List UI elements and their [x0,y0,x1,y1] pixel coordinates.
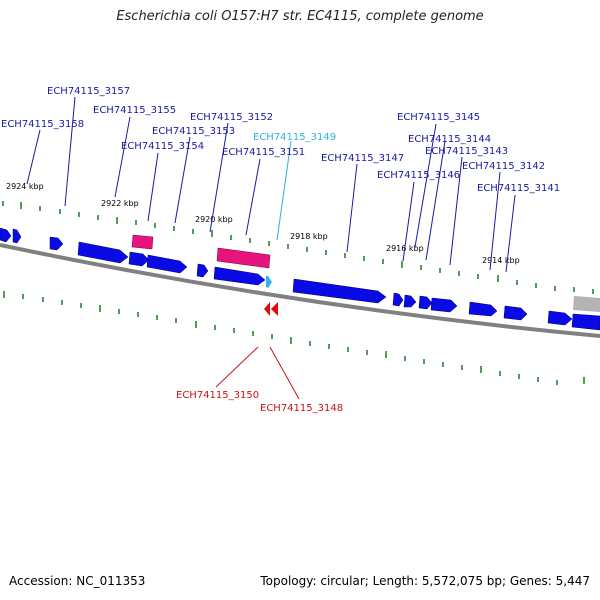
gene-arrow [213,266,266,286]
kbp-label-2924: 2924 kbp [6,182,44,191]
gene-label-3150[interactable]: ECH74115_3150 [176,390,259,401]
genome-title: Escherichia coli O157:H7 str. EC4115, co… [116,9,484,24]
gene-arrow [430,297,458,313]
gene-arrow [547,310,573,326]
genome-backbone [0,243,600,338]
kbp-label-2920: 2920 kbp [195,215,233,224]
gene-arrow [12,228,22,244]
gene-label-3148[interactable]: ECH74115_3148 [260,403,343,414]
kbp-label-2914: 2914 kbp [482,256,520,265]
gene-label-3151[interactable]: ECH74115_3151 [222,147,305,158]
gene-label-3146[interactable]: ECH74115_3146 [377,170,460,181]
gene-label-3141[interactable]: ECH74115_3141 [477,183,560,194]
pseudo-gene-block [216,247,271,269]
gene-arrow [503,305,528,321]
gray-gene-block [573,296,600,312]
gene-arrow [0,227,12,243]
gene-label-3153[interactable]: ECH74115_3153 [152,126,235,137]
gene-label-3152[interactable]: ECH74115_3152 [190,112,273,123]
reverse-genes [264,302,278,316]
gene-arrow [418,295,433,310]
lower-tick-row [3,291,585,385]
gene-arrow [571,313,600,331]
gene-label-3157[interactable]: ECH74115_3157 [47,86,130,97]
gene-label-3155[interactable]: ECH74115_3155 [93,105,176,116]
gene-label-3158[interactable]: ECH74115_3158 [1,119,84,130]
gene-label-3154[interactable]: ECH74115_3154 [121,141,204,152]
top-label-connectors [26,96,516,273]
gene-arrow [468,301,498,317]
gene-arrow [392,292,404,307]
connector-3149 [276,140,292,241]
gene-arrow [49,236,64,251]
accession-label: Accession: NC_011353 [9,574,146,588]
pseudo-genes [131,234,271,269]
forward-genes [0,227,600,331]
gene-arrow [146,254,188,274]
gene-arrow [292,278,387,304]
gene-arrow [128,251,150,267]
kbp-label-2922: 2922 kbp [101,199,139,208]
gene-label-3145[interactable]: ECH74115_3145 [397,112,480,123]
topology-label: Topology: circular; Length: 5,572,075 bp… [260,574,590,588]
kbp-label-2918: 2918 kbp [290,232,328,241]
gene-arrow [77,241,129,264]
gene-arrow-3150 [264,302,270,316]
gene-label-3149[interactable]: ECH74115_3149 [253,132,336,143]
bottom-label-connectors [215,346,300,400]
gene-label-3143[interactable]: ECH74115_3143 [425,146,508,157]
gene-label-3142[interactable]: ECH74115_3142 [462,161,545,172]
gene-label-3147[interactable]: ECH74115_3147 [321,153,404,164]
gene-arrow-3148 [271,302,278,316]
pseudo-gene-block [131,234,154,250]
gene-arrow [403,294,417,308]
gene-label-3144[interactable]: ECH74115_3144 [408,134,491,145]
gene-arrow [196,263,209,278]
gene-arrow-3149 [266,276,272,288]
upper-tick-row [2,201,594,294]
